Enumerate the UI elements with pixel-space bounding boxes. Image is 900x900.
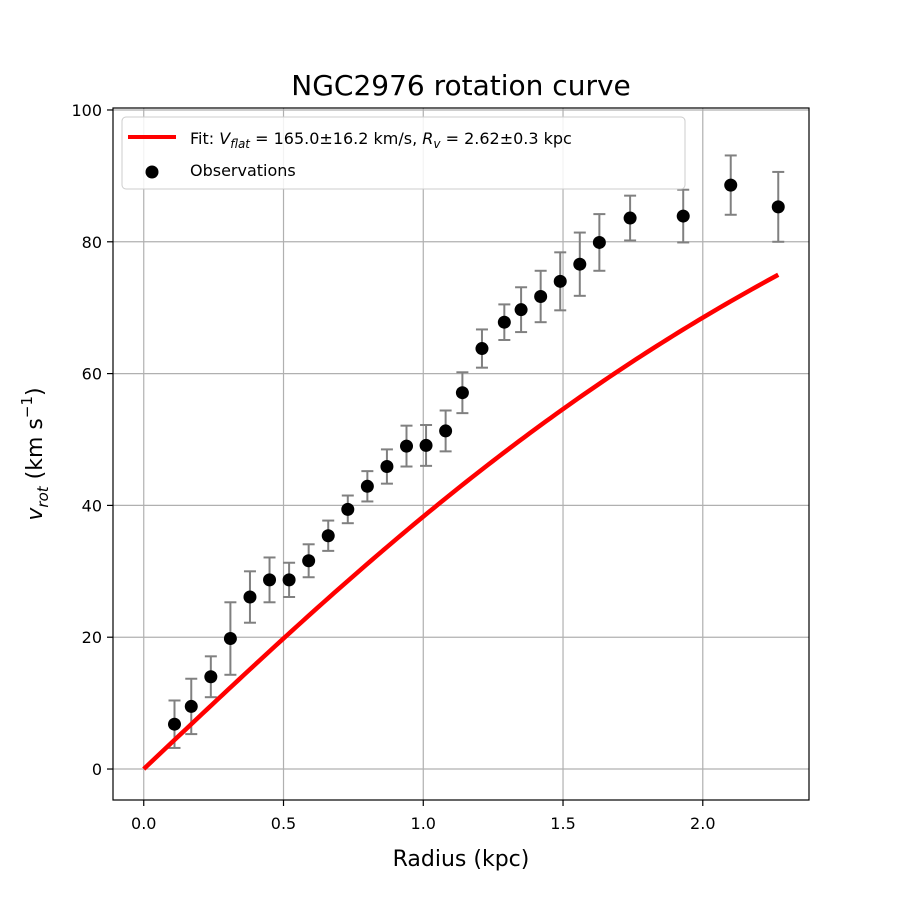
y-tick-label: 20	[82, 628, 102, 647]
observation-point	[223, 632, 237, 646]
observation-point	[380, 460, 394, 474]
legend-vflat-value: = 165.0±16.2 km/s,	[250, 129, 422, 148]
observation-point	[592, 235, 606, 249]
legend-box	[121, 116, 686, 190]
observation-point	[439, 424, 453, 438]
observation-point	[771, 200, 785, 214]
legend-rv-value: = 2.62±0.3 kpc	[440, 129, 571, 148]
observation-point	[419, 438, 433, 452]
y-tick-label: 60	[82, 365, 102, 384]
x-axis-ticks: 0.0 0.5 1.0 1.5 2.0	[131, 800, 716, 833]
grid	[113, 108, 809, 800]
legend-vflat-subscript: flat	[230, 137, 251, 151]
y-tick-label: 100	[71, 101, 102, 120]
legend-observations-marker	[145, 165, 159, 179]
y-axis-label-superscript: −1	[18, 396, 36, 418]
observation-point	[321, 529, 335, 543]
y-axis-label-close: )	[23, 387, 48, 396]
y-tick-label: 0	[92, 760, 102, 779]
observation-point	[573, 257, 587, 271]
x-tick-label: 2.0	[690, 814, 715, 833]
x-tick-label: 0.5	[271, 814, 296, 833]
legend-rv-subscript: v	[433, 137, 441, 151]
y-axis-label-unit: (km s	[23, 418, 48, 486]
x-axis-label: Radius (kpc)	[393, 847, 530, 872]
observation-point	[514, 303, 528, 317]
legend-rv-symbol: R	[422, 129, 433, 148]
observation-point	[724, 178, 738, 192]
plot-frame	[112, 107, 810, 801]
observation-point	[534, 289, 548, 303]
x-tick-label: 1.5	[550, 814, 575, 833]
observation-point	[167, 717, 181, 731]
y-tick-label: 40	[82, 496, 102, 515]
chart-title: NGC2976 rotation curve	[291, 69, 631, 102]
observation-point	[497, 315, 511, 329]
observation-point	[204, 670, 218, 684]
legend-fit-label: Fit: Vflat = 165.0±16.2 km/s, Rv = 2.62±…	[190, 129, 572, 151]
y-axis-ticks: 0 20 40 60 80 100	[71, 101, 113, 779]
fit-curve	[142, 272, 780, 771]
observation-point	[553, 274, 567, 288]
x-tick-label: 1.0	[411, 814, 436, 833]
observation-points	[167, 178, 785, 731]
observation-point	[399, 439, 413, 453]
observation-point	[341, 502, 355, 516]
observation-point	[243, 590, 257, 604]
x-tick-label: 0.0	[131, 814, 156, 833]
legend-vflat-symbol: V	[219, 129, 231, 148]
legend-observations-label: Observations	[190, 161, 296, 180]
y-tick-label: 80	[82, 233, 102, 252]
y-axis-label-symbol: v	[23, 507, 48, 521]
observation-point	[455, 386, 469, 400]
legend: Fit: Vflat = 165.0±16.2 km/s, Rv = 2.62±…	[121, 116, 686, 190]
legend-fit-prefix: Fit:	[190, 129, 219, 148]
observation-point	[676, 209, 690, 223]
observation-point	[302, 554, 316, 568]
observation-point	[475, 342, 489, 356]
observation-point	[360, 479, 374, 493]
y-axis-label: vrot (km s−1)	[18, 387, 52, 520]
observation-point	[282, 573, 296, 587]
observation-point	[623, 211, 637, 225]
fit-line-group	[142, 272, 780, 771]
observation-point	[184, 699, 198, 713]
y-axis-label-subscript: rot	[34, 485, 52, 507]
observation-point	[263, 573, 277, 587]
